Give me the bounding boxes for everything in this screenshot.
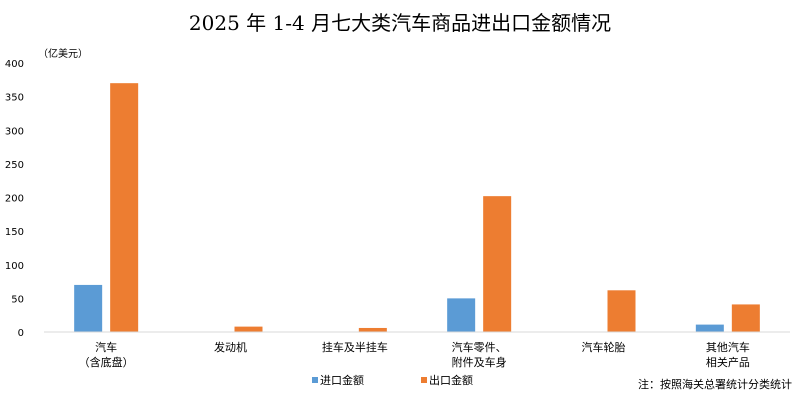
bar-import [695, 324, 724, 332]
x-tick-label: （含底盘） [79, 355, 134, 369]
y-tick-label: 250 [5, 160, 24, 171]
y-tick-label: 350 [5, 93, 24, 104]
bars [74, 83, 760, 332]
x-tick-label: 附件及车身 [452, 355, 507, 369]
y-tick-label: 50 [11, 294, 24, 305]
x-tick-label: 汽车零件、 [452, 340, 507, 354]
x-tick-label: 其他汽车 [706, 340, 750, 354]
y-tick-label: 0 [18, 328, 24, 339]
x-tick-label: 汽车轮胎 [582, 340, 626, 354]
bar-export [110, 83, 139, 332]
footnote: 注：按照海关总署统计分类统计 [638, 377, 792, 391]
x-tick-label: 发动机 [214, 340, 247, 354]
y-axis: 0 50 100 150 200 250 300 350 400 [5, 59, 24, 339]
legend-label: 出口金额 [429, 373, 473, 387]
x-tick-label: 挂车及半挂车 [322, 340, 388, 354]
legend-label: 进口金额 [320, 373, 364, 387]
legend: 进口金额 出口金额 [312, 373, 473, 387]
chart-title: 2025 年 1-4 月七大类汽车商品进出口金额情况 [189, 11, 611, 35]
y-tick-label: 400 [5, 59, 24, 70]
bar-export [358, 327, 387, 332]
bar-import [74, 284, 103, 332]
bar-export [731, 304, 760, 332]
bar-import [447, 298, 476, 332]
x-tick-label: 相关产品 [706, 355, 750, 369]
x-tick-label: 汽车 [95, 340, 117, 354]
y-tick-label: 300 [5, 126, 24, 137]
y-tick-label: 150 [5, 227, 24, 238]
y-tick-label: 100 [5, 261, 24, 272]
bar-export [607, 290, 636, 332]
y-tick-label: 200 [5, 194, 24, 205]
y-axis-label: （亿美元） [38, 47, 88, 60]
bar-export [483, 196, 512, 332]
bar-export [234, 326, 263, 332]
legend-swatch [421, 377, 427, 383]
legend-swatch [312, 377, 318, 383]
